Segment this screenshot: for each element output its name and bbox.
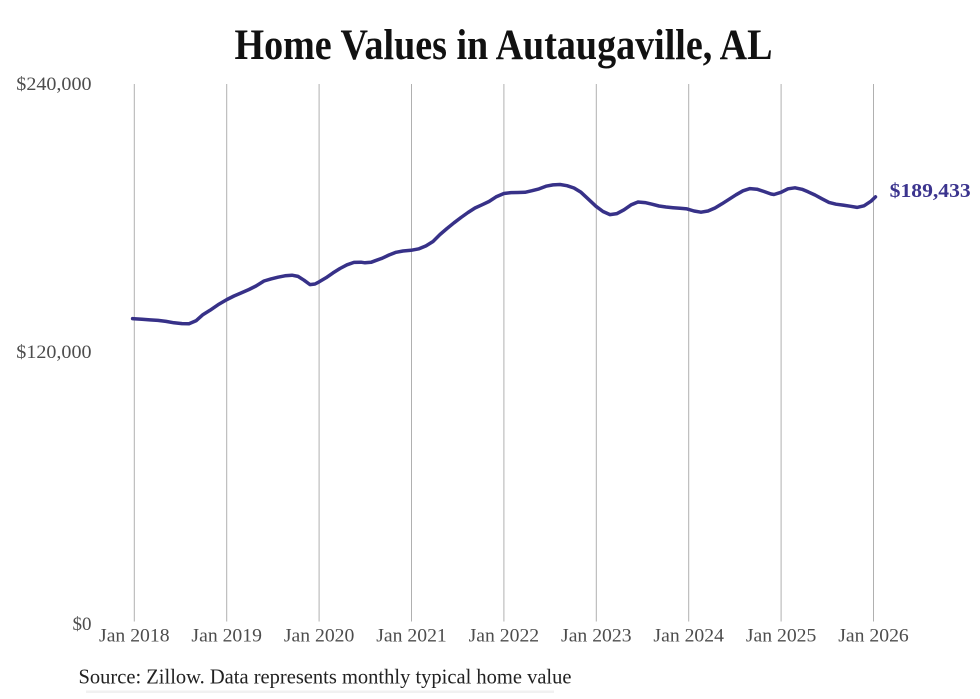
svg-text:Jan 2022: Jan 2022 [469,626,540,647]
svg-text:$0: $0 [73,614,92,635]
svg-text:Jan 2020: Jan 2020 [284,626,355,647]
svg-text:$240,000: $240,000 [16,74,91,95]
svg-text:Jan 2023: Jan 2023 [561,626,632,647]
svg-text:Jan 2018: Jan 2018 [99,626,170,647]
svg-text:Jan 2026: Jan 2026 [838,626,909,647]
svg-text:$189,433: $189,433 [890,181,971,202]
svg-text:Jan 2025: Jan 2025 [746,626,817,647]
svg-text:$120,000: $120,000 [16,342,91,363]
svg-text:Jan 2019: Jan 2019 [191,626,262,647]
svg-text:Jan 2021: Jan 2021 [376,626,447,647]
svg-text:Source: Zillow. Data represent: Source: Zillow. Data represents monthly … [79,664,572,688]
svg-text:Jan 2024: Jan 2024 [653,626,724,647]
svg-text:Home Values in Autaugaville, A: Home Values in Autaugaville, AL [235,22,773,69]
